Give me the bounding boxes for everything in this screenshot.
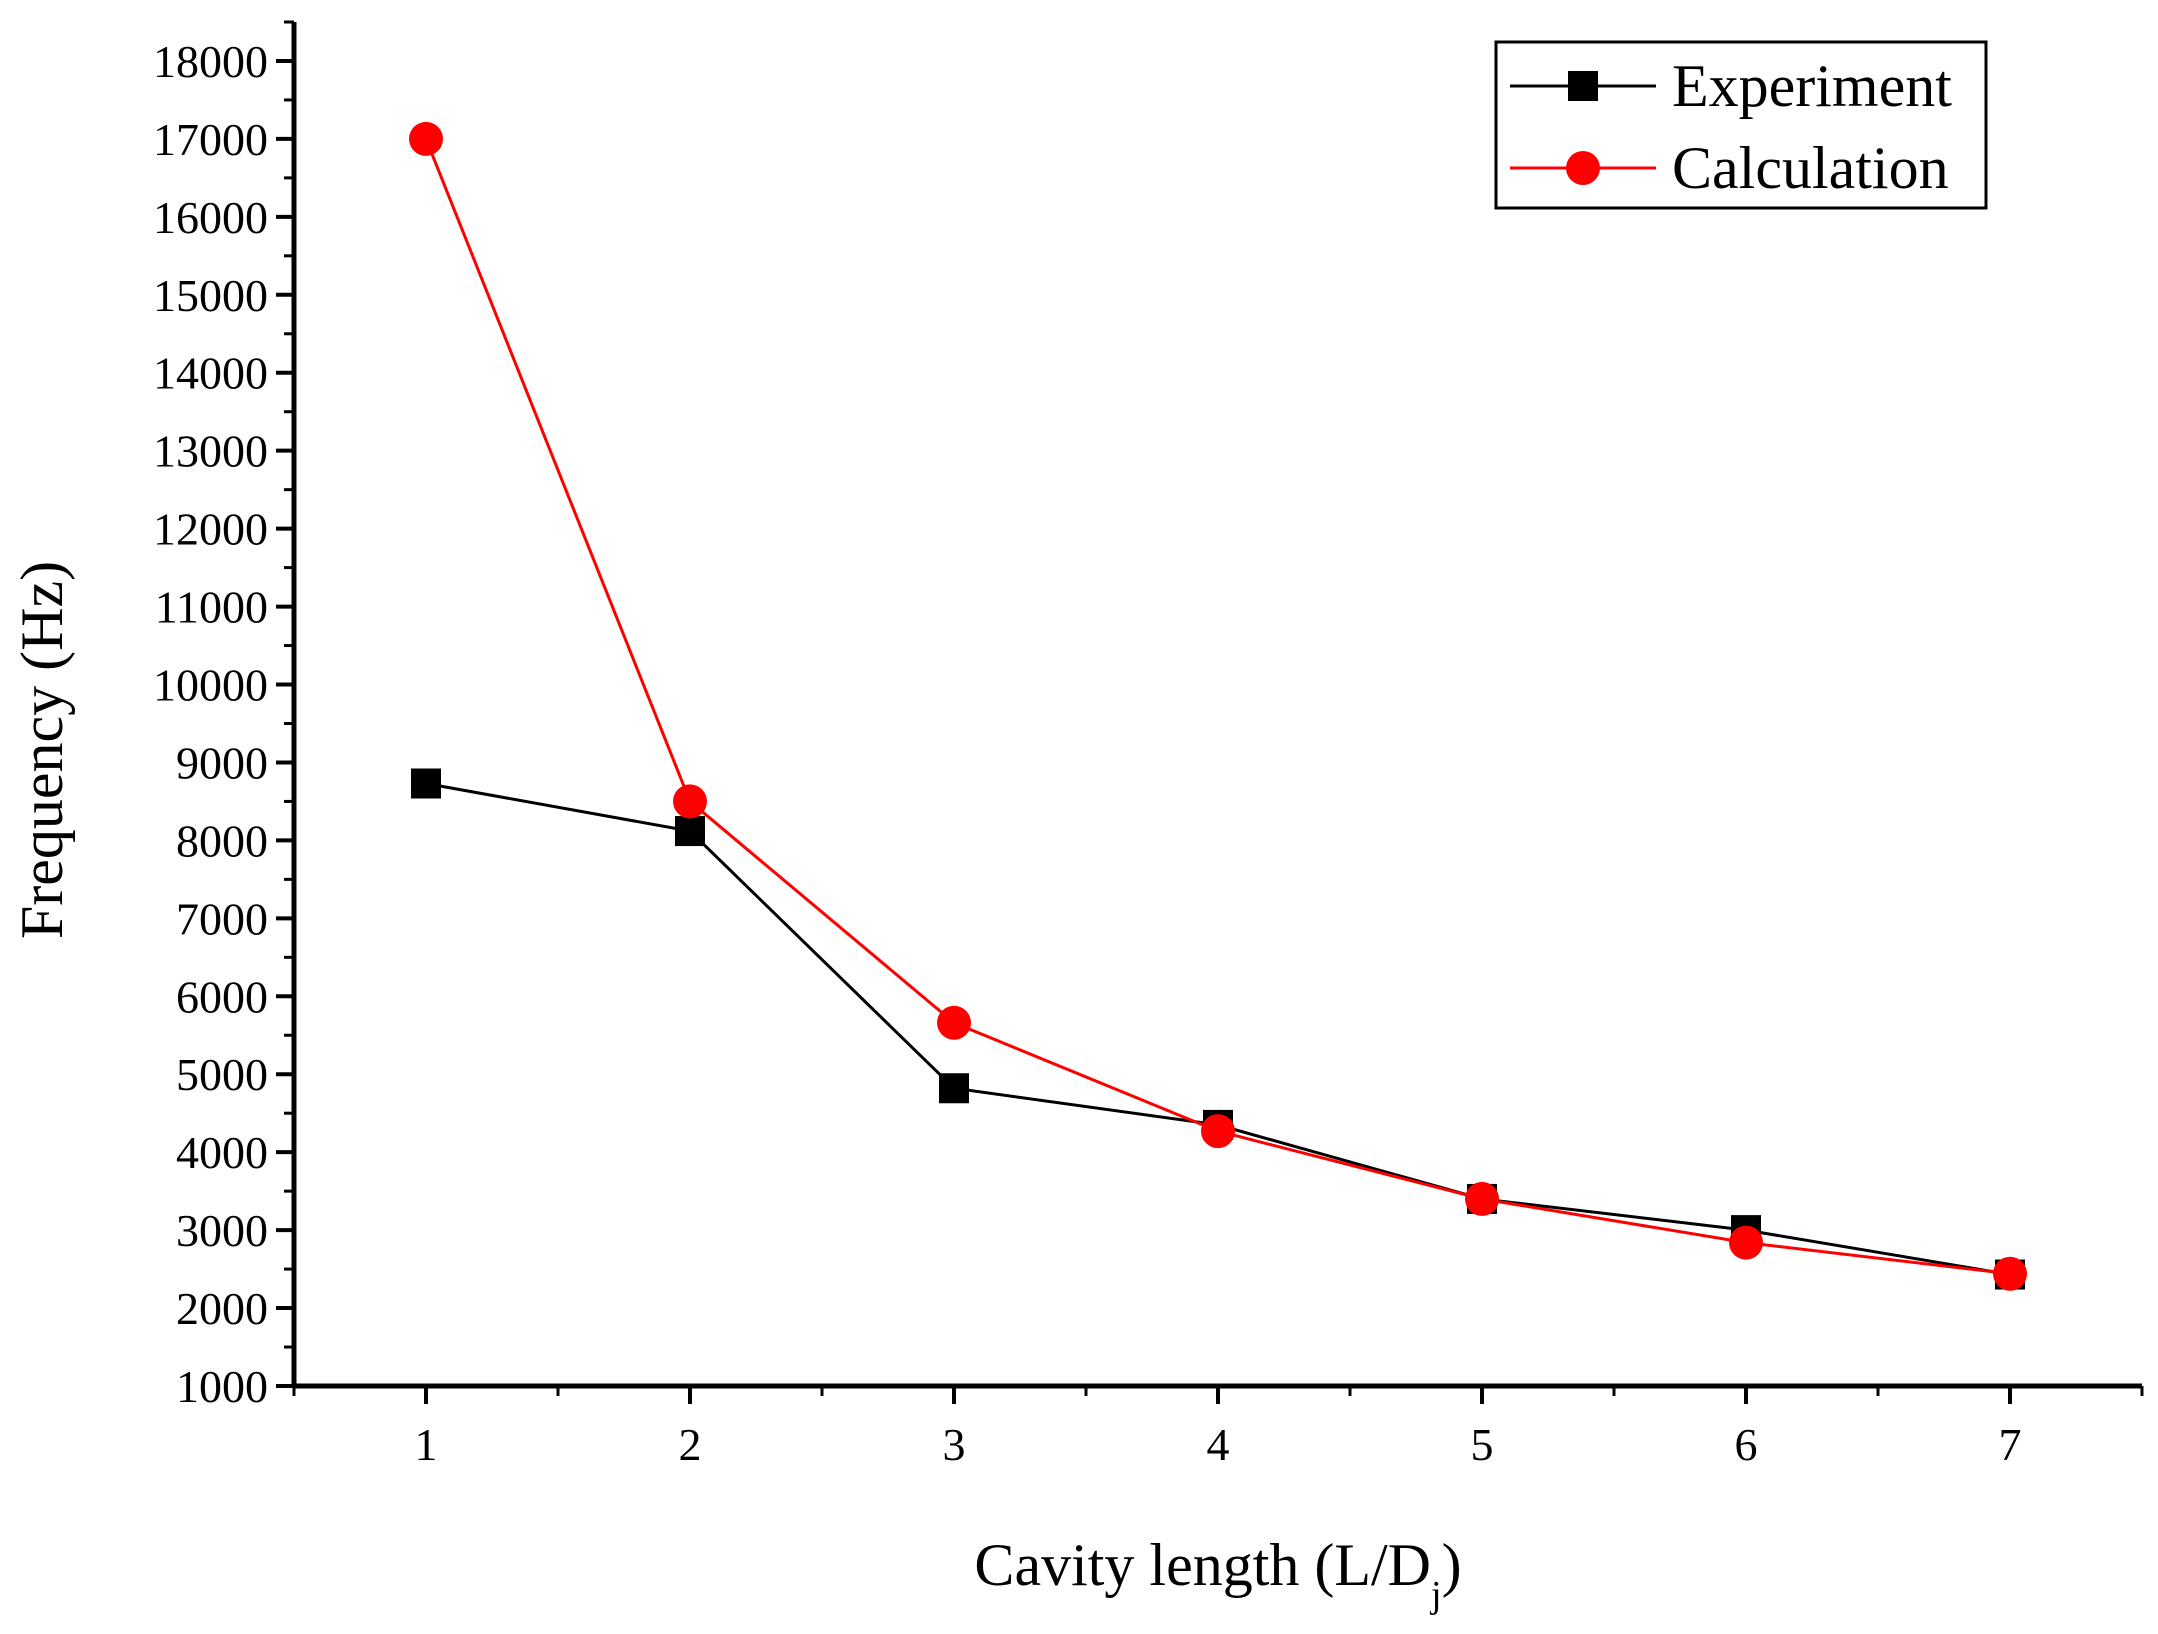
axes: 1000 2000 3000 4000 5000 6000 7000 8000 9000 1000… bbox=[153, 20, 2144, 1470]
y-tick-label: 11000 bbox=[155, 582, 268, 633]
legend: Experiment Calculation bbox=[1494, 40, 1988, 210]
legend-entry-experiment: Experiment bbox=[1510, 53, 1952, 119]
x-tick-label: 4 bbox=[1207, 1419, 1230, 1470]
y-tick-label: 6000 bbox=[176, 971, 268, 1022]
data-point-circle bbox=[1201, 1114, 1235, 1149]
y-tick-label: 2000 bbox=[176, 1283, 268, 1334]
series-layer bbox=[409, 121, 2027, 1291]
x-tick-label: 3 bbox=[943, 1419, 966, 1470]
y-tick-label: 17000 bbox=[153, 114, 268, 165]
legend-marker-square bbox=[1568, 71, 1598, 101]
legend-marker-circle bbox=[1566, 151, 1600, 185]
x-tick-label: 7 bbox=[1999, 1419, 2022, 1470]
series-calculation bbox=[409, 121, 2027, 1291]
series-line bbox=[425, 782, 2011, 1277]
y-tick-label: 9000 bbox=[176, 737, 268, 788]
y-tick-label: 1000 bbox=[176, 1361, 268, 1412]
data-point-circle bbox=[409, 121, 443, 156]
y-tick-label: 15000 bbox=[153, 270, 268, 321]
y-tick-label: 5000 bbox=[176, 1049, 268, 1100]
y-tick-label: 8000 bbox=[176, 815, 268, 866]
series-experiment bbox=[411, 768, 2025, 1290]
x-tick-label: 5 bbox=[1471, 1419, 1494, 1470]
y-tick-label: 3000 bbox=[176, 1205, 268, 1256]
data-point-circle bbox=[1993, 1256, 2027, 1291]
y-tick-label: 10000 bbox=[153, 660, 268, 711]
x-axis-title-main: Cavity length (L/D bbox=[974, 1532, 1431, 1598]
x-tick-label: 1 bbox=[415, 1419, 438, 1470]
x-axis-title: Cavity length (L/Dj) bbox=[974, 1532, 1461, 1616]
legend-label: Calculation bbox=[1672, 135, 1949, 201]
data-point-circle bbox=[673, 784, 707, 819]
legend-entry-calculation: Calculation bbox=[1510, 135, 1949, 201]
y-tick-label: 18000 bbox=[153, 36, 268, 87]
x-tick-label: 6 bbox=[1735, 1419, 1758, 1470]
legend-label: Experiment bbox=[1672, 53, 1952, 119]
y-tick-label: 12000 bbox=[153, 504, 268, 555]
x-axis-title-close: ) bbox=[1442, 1532, 1462, 1598]
y-tick-label: 16000 bbox=[153, 192, 268, 243]
data-point-square bbox=[675, 816, 705, 847]
y-tick-label: 4000 bbox=[176, 1127, 268, 1178]
data-point-square bbox=[411, 768, 441, 799]
y-tick-label: 14000 bbox=[153, 348, 268, 399]
data-point-square bbox=[939, 1073, 969, 1104]
series-line bbox=[424, 138, 2011, 1276]
data-point-circle bbox=[937, 1005, 971, 1040]
y-axis-title: Frequency (Hz) bbox=[9, 561, 75, 939]
x-axis-title-subscript: j bbox=[1429, 1574, 1442, 1616]
x-tick-label: 2 bbox=[679, 1419, 702, 1470]
data-point-circle bbox=[1729, 1225, 1763, 1260]
data-point-circle bbox=[1465, 1181, 1499, 1216]
y-tick-label: 7000 bbox=[176, 893, 268, 944]
y-tick-label: 13000 bbox=[153, 426, 268, 477]
